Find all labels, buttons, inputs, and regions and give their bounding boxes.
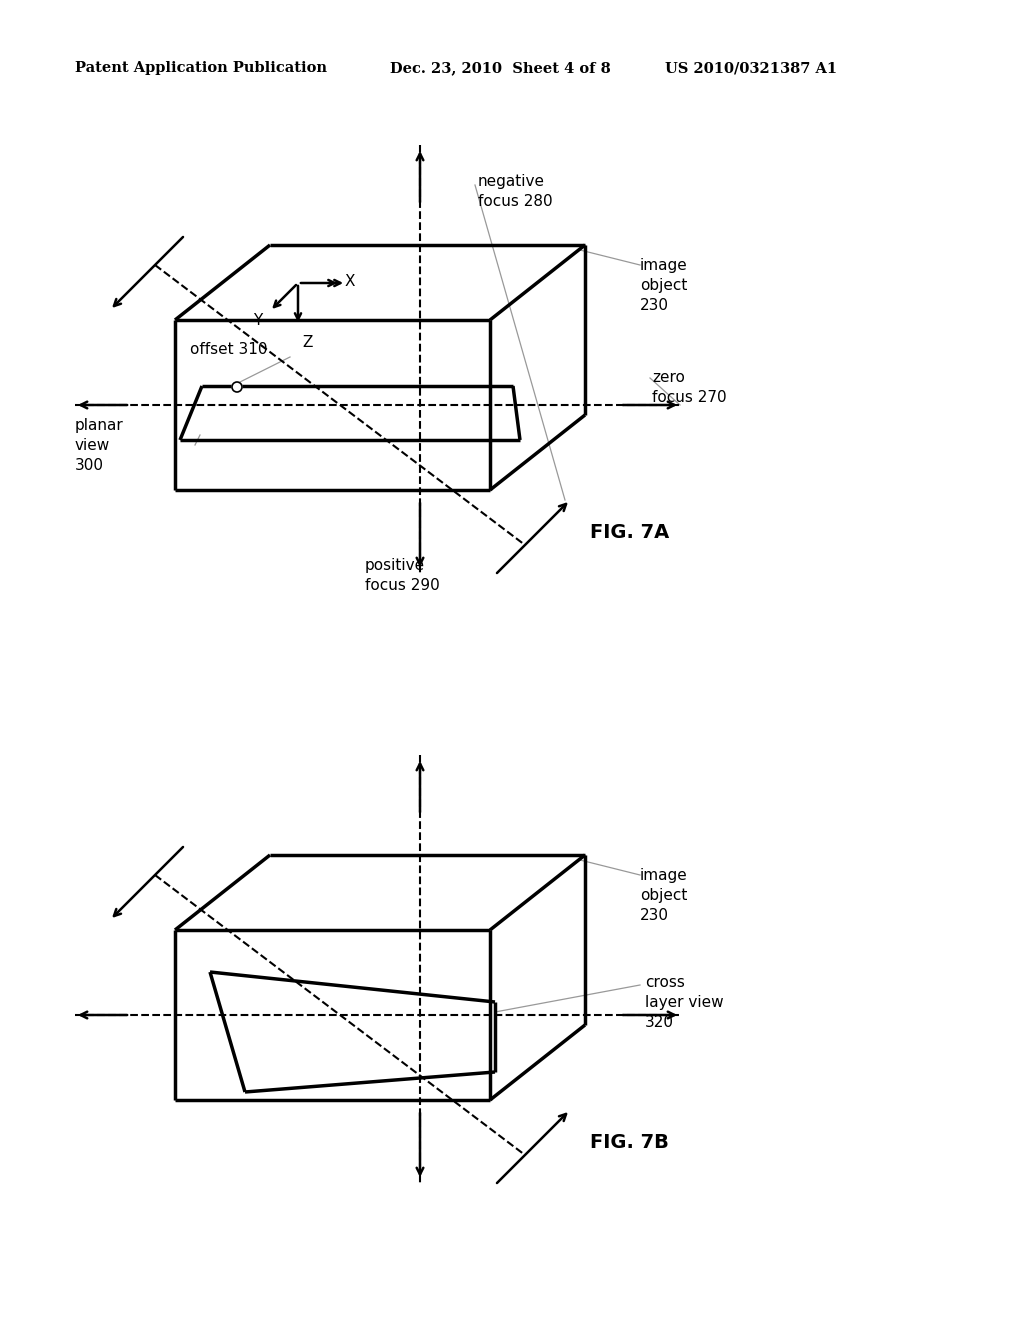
- Text: Patent Application Publication: Patent Application Publication: [75, 61, 327, 75]
- Text: offset 310: offset 310: [190, 342, 267, 358]
- Text: image
object
230: image object 230: [640, 869, 688, 923]
- Text: Z: Z: [302, 335, 312, 350]
- Text: X: X: [345, 273, 355, 289]
- Text: FIG. 7A: FIG. 7A: [590, 523, 670, 543]
- Circle shape: [232, 381, 242, 392]
- Text: Y: Y: [253, 313, 262, 327]
- Text: US 2010/0321387 A1: US 2010/0321387 A1: [665, 61, 838, 75]
- Text: zero
focus 270: zero focus 270: [652, 370, 727, 405]
- Text: Dec. 23, 2010  Sheet 4 of 8: Dec. 23, 2010 Sheet 4 of 8: [390, 61, 610, 75]
- Text: image
object
230: image object 230: [640, 257, 688, 313]
- Text: negative
focus 280: negative focus 280: [478, 174, 553, 209]
- Text: FIG. 7B: FIG. 7B: [590, 1133, 669, 1152]
- Text: planar
view
300: planar view 300: [75, 418, 124, 473]
- Text: positive
focus 290: positive focus 290: [365, 558, 439, 593]
- Text: cross
layer view
320: cross layer view 320: [645, 975, 724, 1030]
